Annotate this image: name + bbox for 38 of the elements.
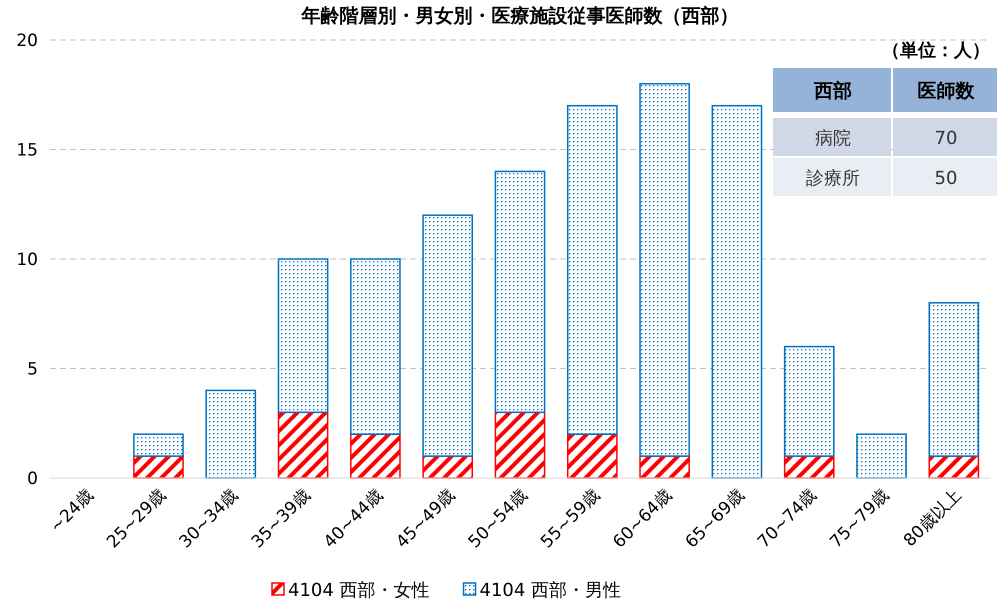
y-tick-label: 10 bbox=[16, 250, 38, 270]
bar bbox=[784, 346, 835, 457]
bar bbox=[205, 390, 256, 479]
legend-label: 4104 西部・女性 bbox=[288, 580, 430, 601]
bar bbox=[566, 104, 618, 435]
bar bbox=[856, 433, 907, 479]
annotation: 70 bbox=[934, 128, 958, 149]
y-tick-label: 5 bbox=[27, 360, 38, 380]
chart-title: 年齢階層別・男女別・医療施設従事医師数（西部） bbox=[300, 5, 738, 27]
bar bbox=[133, 455, 184, 479]
bar bbox=[133, 433, 184, 457]
annotation: 医師数 bbox=[918, 80, 976, 102]
bar bbox=[350, 258, 401, 435]
bar bbox=[422, 455, 474, 479]
annotation: 西部 bbox=[813, 80, 852, 102]
bar bbox=[639, 455, 690, 479]
y-tick-label: 15 bbox=[16, 140, 38, 160]
x-tick-label: 80歳以上 bbox=[900, 485, 966, 551]
bar bbox=[928, 302, 980, 457]
bar bbox=[712, 104, 762, 479]
bar bbox=[784, 455, 835, 479]
bar bbox=[639, 83, 690, 457]
bar bbox=[278, 412, 328, 479]
y-tick-label: 0 bbox=[27, 469, 38, 489]
bar bbox=[566, 433, 618, 479]
bar bbox=[928, 455, 980, 479]
annotation: （単位：人） bbox=[882, 40, 990, 61]
annotation: 病院 bbox=[815, 128, 851, 149]
bar bbox=[494, 412, 546, 479]
y-tick-label: 20 bbox=[16, 31, 38, 51]
legend-label: 4104 西部・男性 bbox=[480, 580, 622, 601]
bar bbox=[278, 258, 328, 414]
annotation: 診療所 bbox=[806, 168, 860, 189]
bar bbox=[494, 170, 546, 414]
x-tick-label: ~24歳 bbox=[46, 485, 98, 537]
annotation: 50 bbox=[934, 168, 958, 189]
bar bbox=[350, 433, 401, 479]
bar bbox=[422, 214, 474, 457]
